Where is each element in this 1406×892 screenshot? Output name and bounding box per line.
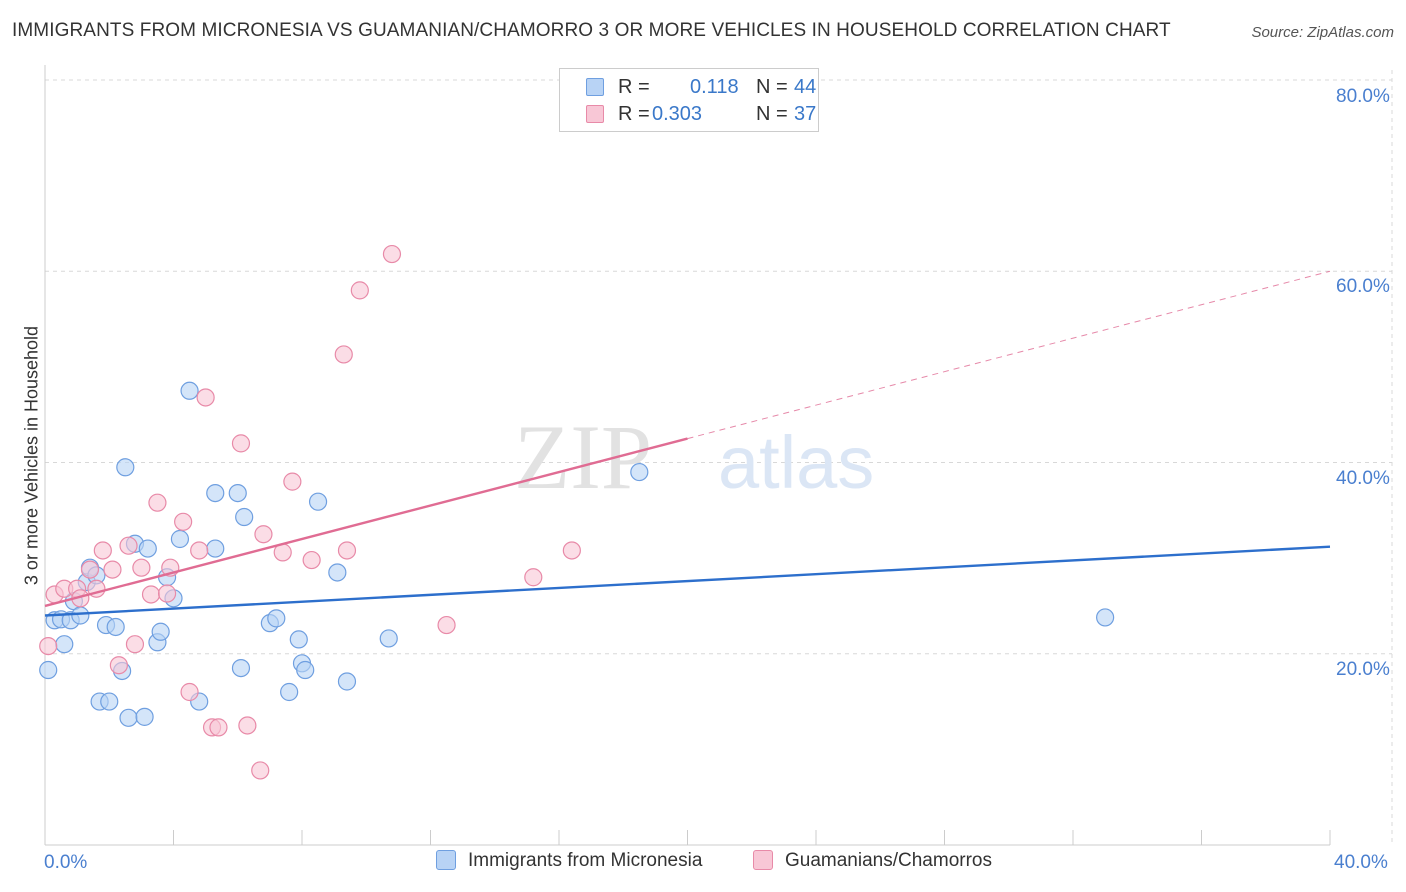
guamanian-point bbox=[174, 512, 193, 531]
y-axis-label: 3 or more Vehicles in Household bbox=[21, 325, 42, 586]
stats-legend: R = 0.118 N = 44 R = 0.303 N = 37 bbox=[559, 68, 819, 132]
bottom-legend-label: Immigrants from Micronesia bbox=[468, 850, 703, 871]
guamanian-point bbox=[180, 682, 199, 702]
guamanian-point bbox=[80, 560, 100, 579]
micronesia-point bbox=[267, 609, 286, 628]
guamanian-point bbox=[254, 525, 273, 544]
guamanian-point bbox=[337, 541, 357, 560]
micronesia-point bbox=[116, 458, 135, 477]
guamanian-point bbox=[109, 656, 128, 675]
micronesia-point bbox=[280, 682, 299, 702]
guamanian-point bbox=[119, 536, 138, 555]
micronesia-point bbox=[151, 622, 170, 641]
legend-n-label: N = bbox=[756, 103, 788, 125]
micronesia-point bbox=[106, 617, 125, 637]
micronesia-point bbox=[170, 529, 190, 549]
guamanian-trend-line bbox=[44, 437, 688, 608]
micronesia-point bbox=[235, 507, 254, 527]
guamanian-point bbox=[562, 541, 581, 560]
guamanian-point bbox=[437, 615, 456, 635]
micronesia-point bbox=[206, 484, 225, 503]
legend-r-label: R = bbox=[618, 103, 650, 125]
legend-swatch-pink bbox=[586, 105, 604, 123]
guamanian-point bbox=[93, 541, 112, 560]
legend-r-value: 0.303 bbox=[652, 103, 703, 125]
micronesia-point bbox=[180, 381, 199, 400]
guamanian-point bbox=[132, 558, 151, 577]
legend-swatch-blue bbox=[586, 78, 604, 96]
chart-title: IMMIGRANTS FROM MICRONESIA VS GUAMANIAN/… bbox=[12, 20, 1171, 41]
guamanian-point bbox=[524, 568, 543, 587]
bottom-legend-guamanian: Guamanians/Chamorros bbox=[753, 850, 992, 872]
bottom-legend-label: Guamanians/Chamorros bbox=[785, 850, 992, 871]
guamanian-point bbox=[39, 636, 58, 656]
watermark-zip: ZIP bbox=[514, 406, 652, 508]
source-credit: Source: ZipAtlas.com bbox=[1251, 24, 1394, 41]
guamanian-trend-extension bbox=[687, 270, 1331, 440]
micronesia-point bbox=[119, 708, 138, 727]
micronesia-point bbox=[328, 563, 347, 582]
legend-r-value: 0.118 bbox=[690, 76, 739, 98]
y-tick-label-20: 20.0% bbox=[1336, 659, 1390, 680]
bottom-legend-swatch-pink bbox=[753, 850, 773, 870]
micronesia-point bbox=[135, 707, 154, 726]
guamanian-point bbox=[103, 560, 122, 579]
micronesia-point bbox=[379, 629, 398, 648]
x-tick-label-max: 40.0% bbox=[1334, 852, 1388, 873]
micronesia-trend-line bbox=[44, 545, 1331, 617]
guamanian-point bbox=[157, 584, 177, 603]
micronesia-point bbox=[289, 630, 308, 649]
guamanian-point bbox=[283, 472, 302, 491]
micronesia-point bbox=[337, 672, 357, 691]
watermark-atlas: atlas bbox=[718, 421, 874, 504]
guamanian-point bbox=[190, 541, 209, 560]
micronesia-point bbox=[138, 539, 157, 558]
guamanian-point bbox=[141, 585, 161, 604]
guamanian-point bbox=[148, 493, 167, 512]
legend-n-value: 37 bbox=[794, 103, 817, 125]
micronesia-point bbox=[206, 539, 225, 558]
micronesia-point bbox=[231, 658, 251, 678]
guamanian-point bbox=[302, 550, 321, 570]
guamanian-point bbox=[125, 635, 145, 654]
legend-n-value: 44 bbox=[794, 76, 817, 98]
guamanian-point bbox=[382, 244, 402, 264]
y-tick-label-40: 40.0% bbox=[1336, 468, 1390, 489]
micronesia-point bbox=[100, 692, 119, 711]
micronesia-point bbox=[39, 660, 58, 680]
guamanian-point bbox=[350, 281, 369, 300]
micronesia-point bbox=[55, 635, 74, 654]
guamanian-point bbox=[231, 434, 251, 453]
micronesia-point bbox=[228, 484, 247, 503]
micronesia-point bbox=[296, 660, 315, 680]
guamanian-point bbox=[238, 716, 257, 735]
legend-r-label: R = bbox=[618, 76, 650, 98]
guamanian-point bbox=[209, 718, 228, 737]
y-tick-label-80: 80.0% bbox=[1336, 86, 1390, 107]
bottom-legend-micronesia: Immigrants from Micronesia bbox=[436, 850, 702, 872]
x-tick-label-min: 0.0% bbox=[44, 852, 88, 873]
guamanian-point bbox=[334, 345, 353, 364]
y-tick-label-60: 60.0% bbox=[1336, 276, 1390, 297]
legend-n-label: N = bbox=[756, 76, 788, 98]
micronesia-point bbox=[630, 462, 649, 482]
guamanian-point bbox=[251, 761, 270, 780]
micronesia-point bbox=[71, 606, 90, 625]
guamanian-point bbox=[196, 388, 215, 407]
micronesia-point bbox=[1096, 608, 1115, 627]
bottom-legend-swatch-blue bbox=[436, 850, 456, 870]
micronesia-point bbox=[308, 492, 328, 511]
